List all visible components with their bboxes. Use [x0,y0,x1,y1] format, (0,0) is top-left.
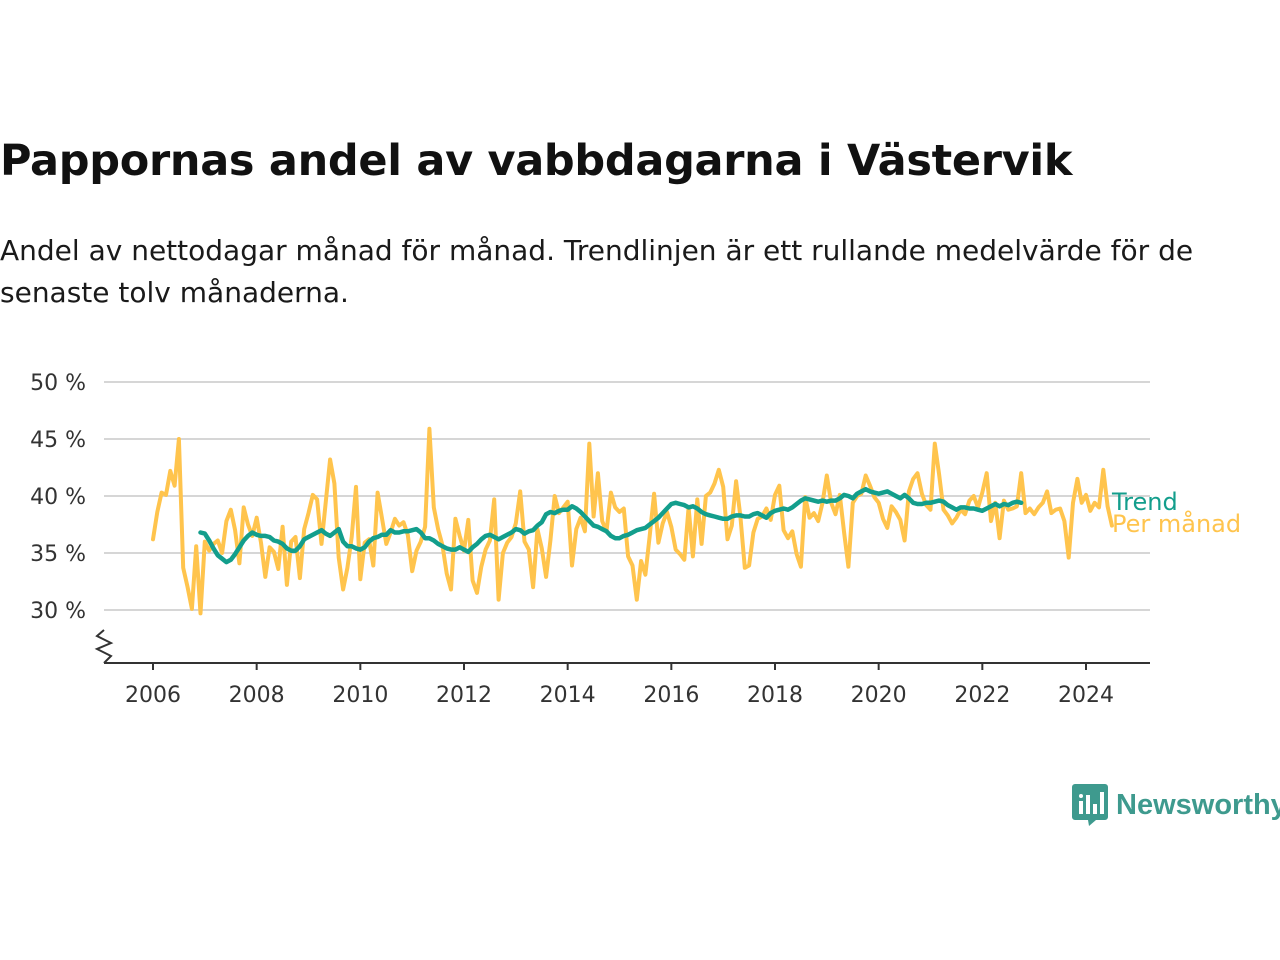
series-line [151,426,1114,616]
brand-logo: Newsworthy [1072,784,1280,826]
x-tick-label: 2018 [747,683,803,708]
series-line [198,486,1024,565]
x-tick-label: 2006 [125,683,181,708]
series-label: Per månad [1112,509,1241,538]
x-axis [94,629,1150,664]
y-tick-label: 30 % [30,599,86,624]
brand-name: Newsworthy [1116,788,1280,821]
x-axis-ticks: 2006 2008 2010 2012 2014 2016 2018 2020 2022 2024 [125,663,1114,708]
newsworthy-logo-icon [1072,784,1108,826]
x-tick-label: 2014 [540,683,596,708]
x-tick-label: 2020 [851,683,907,708]
x-tick-label: 2016 [643,683,699,708]
chart-title: Pappornas andel av vabbdagarna i Västerv… [0,136,1073,186]
y-tick-label: 40 % [30,485,86,510]
x-tick-label: 2012 [436,683,492,708]
chart-subtitle: Andel av nettodagar månad för månad. Tre… [0,234,1194,309]
y-tick-label: 50 % [30,371,86,396]
gridlines [104,381,1150,611]
y-tick-label: 45 % [30,428,86,453]
series-label: Trend [1111,488,1178,516]
axis-break-mark [94,629,114,664]
x-tick-label: 2008 [229,683,285,708]
y-tick-label: 35 % [30,542,86,567]
y-axis-ticks: 30 % 35 % 40 % 45 % 50 % [30,371,86,624]
x-tick-label: 2024 [1058,683,1114,708]
series-lines [151,426,1114,616]
x-tick-label: 2010 [332,683,388,708]
x-tick-label: 2022 [954,683,1010,708]
